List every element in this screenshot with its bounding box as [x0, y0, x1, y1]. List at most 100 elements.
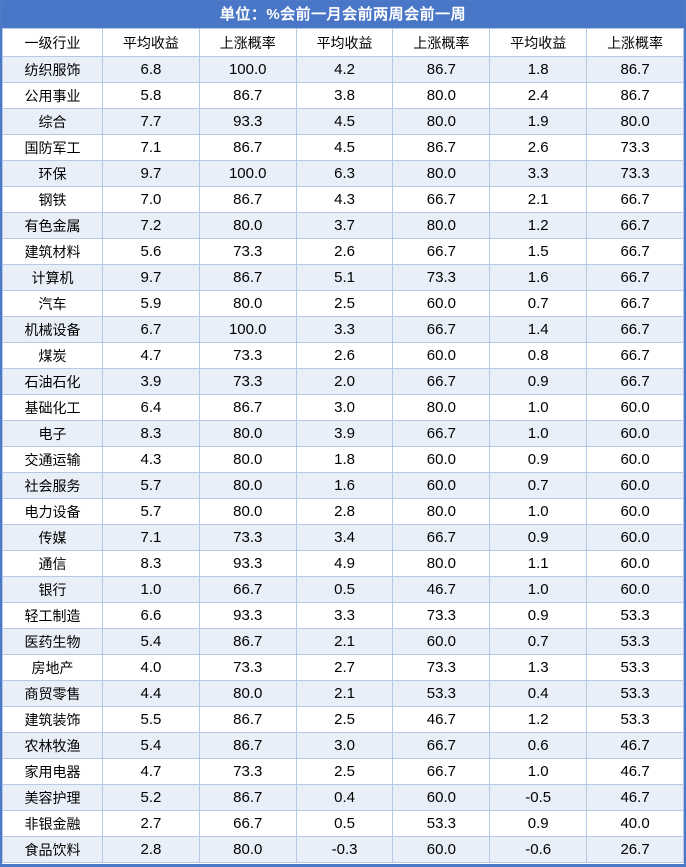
value-cell: 6.6: [102, 602, 200, 629]
value-cell: 0.7: [489, 472, 588, 499]
value-cell: 0.9: [489, 524, 588, 551]
value-cell: 2.0: [295, 368, 394, 395]
table-row: 基础化工 6.4 86.7 3.0 80.0 1.0 60.0: [2, 394, 684, 421]
value-cell: 53.3: [392, 810, 491, 837]
value-cell: 3.7: [295, 212, 394, 239]
table-row: 电子 8.3 80.0 3.9 66.7 1.0 60.0: [2, 420, 684, 447]
value-cell: 80.0: [392, 498, 491, 525]
industry-cell: 机械设备: [2, 316, 103, 343]
value-cell: 2.7: [102, 810, 200, 837]
value-cell: 80.0: [392, 82, 491, 109]
value-cell: 93.3: [198, 602, 297, 629]
value-cell: 80.0: [392, 212, 491, 239]
value-cell: 0.9: [489, 810, 588, 837]
table-row: 轻工制造 6.6 93.3 3.3 73.3 0.9 53.3: [2, 602, 684, 629]
value-cell: 60.0: [392, 446, 491, 473]
value-cell: 53.3: [586, 628, 684, 655]
value-cell: 60.0: [392, 342, 491, 369]
column-header: 上涨概率: [586, 28, 684, 57]
value-cell: 66.7: [392, 368, 491, 395]
value-cell: 7.1: [102, 524, 200, 551]
value-cell: 46.7: [586, 758, 684, 785]
industry-cell: 通信: [2, 550, 103, 577]
value-cell: 1.8: [489, 56, 588, 83]
value-cell: 2.1: [295, 628, 394, 655]
value-cell: 1.8: [295, 446, 394, 473]
value-cell: 4.3: [295, 186, 394, 213]
industry-cell: 美容护理: [2, 784, 103, 811]
value-cell: 73.3: [586, 134, 684, 161]
table-row: 美容护理 5.2 86.7 0.4 60.0 -0.5 46.7: [2, 784, 684, 811]
value-cell: 5.7: [102, 498, 200, 525]
table-row: 建筑装饰 5.5 86.7 2.5 46.7 1.2 53.3: [2, 706, 684, 733]
value-cell: 9.7: [102, 160, 200, 187]
value-cell: 5.4: [102, 732, 200, 759]
table-row: 钢铁 7.0 86.7 4.3 66.7 2.1 66.7: [2, 186, 684, 213]
value-cell: 80.0: [198, 680, 297, 707]
table-row: 通信 8.3 93.3 4.9 80.0 1.1 60.0: [2, 550, 684, 577]
value-cell: 66.7: [586, 316, 684, 343]
value-cell: 60.0: [392, 836, 491, 863]
value-cell: 2.6: [489, 134, 588, 161]
value-cell: 66.7: [198, 576, 297, 603]
value-cell: 6.7: [102, 316, 200, 343]
industry-cell: 环保: [2, 160, 103, 187]
industry-cell: 煤炭: [2, 342, 103, 369]
value-cell: -0.5: [489, 784, 588, 811]
value-cell: 73.3: [198, 524, 297, 551]
table-row: 纺织服饰 6.8 100.0 4.2 86.7 1.8 86.7: [2, 56, 684, 83]
table-row: 商贸零售 4.4 80.0 2.1 53.3 0.4 53.3: [2, 680, 684, 707]
value-cell: 80.0: [586, 108, 684, 135]
table-row: 机械设备 6.7 100.0 3.3 66.7 1.4 66.7: [2, 316, 684, 343]
value-cell: 0.4: [489, 680, 588, 707]
value-cell: 100.0: [198, 316, 297, 343]
table-body: 纺织服饰 6.8 100.0 4.2 86.7 1.8 86.7 公用事业 5.8 86.7 3.8…: [2, 56, 684, 863]
value-cell: 66.7: [586, 264, 684, 291]
table-row: 传媒 7.1 73.3 3.4 66.7 0.9 60.0: [2, 524, 684, 551]
value-cell: 5.2: [102, 784, 200, 811]
value-cell: 60.0: [392, 472, 491, 499]
value-cell: 53.3: [586, 680, 684, 707]
industry-cell: 有色金属: [2, 212, 103, 239]
table-row: 国防军工 7.1 86.7 4.5 86.7 2.6 73.3: [2, 134, 684, 161]
value-cell: 66.7: [392, 732, 491, 759]
value-cell: 7.7: [102, 108, 200, 135]
value-cell: 8.3: [102, 550, 200, 577]
value-cell: 5.4: [102, 628, 200, 655]
column-header: 平均收益: [489, 28, 588, 57]
value-cell: 60.0: [586, 498, 684, 525]
value-cell: 1.0: [489, 498, 588, 525]
value-cell: 26.7: [586, 836, 684, 863]
value-cell: 4.7: [102, 758, 200, 785]
table-row: 环保 9.7 100.0 6.3 80.0 3.3 73.3: [2, 160, 684, 187]
value-cell: 2.8: [295, 498, 394, 525]
value-cell: 80.0: [198, 420, 297, 447]
value-cell: 8.3: [102, 420, 200, 447]
industry-cell: 钢铁: [2, 186, 103, 213]
table-row: 煤炭 4.7 73.3 2.6 60.0 0.8 66.7: [2, 342, 684, 369]
value-cell: 66.7: [586, 342, 684, 369]
value-cell: 66.7: [586, 212, 684, 239]
value-cell: 80.0: [392, 394, 491, 421]
value-cell: 4.2: [295, 56, 394, 83]
value-cell: -0.3: [295, 836, 394, 863]
value-cell: 60.0: [586, 550, 684, 577]
industry-cell: 建筑材料: [2, 238, 103, 265]
value-cell: 66.7: [392, 186, 491, 213]
value-cell: 66.7: [392, 238, 491, 265]
value-cell: 53.3: [586, 706, 684, 733]
value-cell: 2.6: [295, 342, 394, 369]
value-cell: 1.1: [489, 550, 588, 577]
value-cell: 86.7: [198, 784, 297, 811]
value-cell: 86.7: [586, 56, 684, 83]
value-cell: 73.3: [198, 368, 297, 395]
value-cell: 60.0: [586, 524, 684, 551]
industry-cell: 计算机: [2, 264, 103, 291]
industry-cell: 传媒: [2, 524, 103, 551]
table-header-row: 一级行业 平均收益 上涨概率 平均收益 上涨概率 平均收益 上涨概率: [2, 28, 684, 57]
table-row: 石油石化 3.9 73.3 2.0 66.7 0.9 66.7: [2, 368, 684, 395]
value-cell: 1.2: [489, 706, 588, 733]
value-cell: 2.5: [295, 706, 394, 733]
value-cell: 46.7: [392, 576, 491, 603]
table-row: 交通运输 4.3 80.0 1.8 60.0 0.9 60.0: [2, 446, 684, 473]
